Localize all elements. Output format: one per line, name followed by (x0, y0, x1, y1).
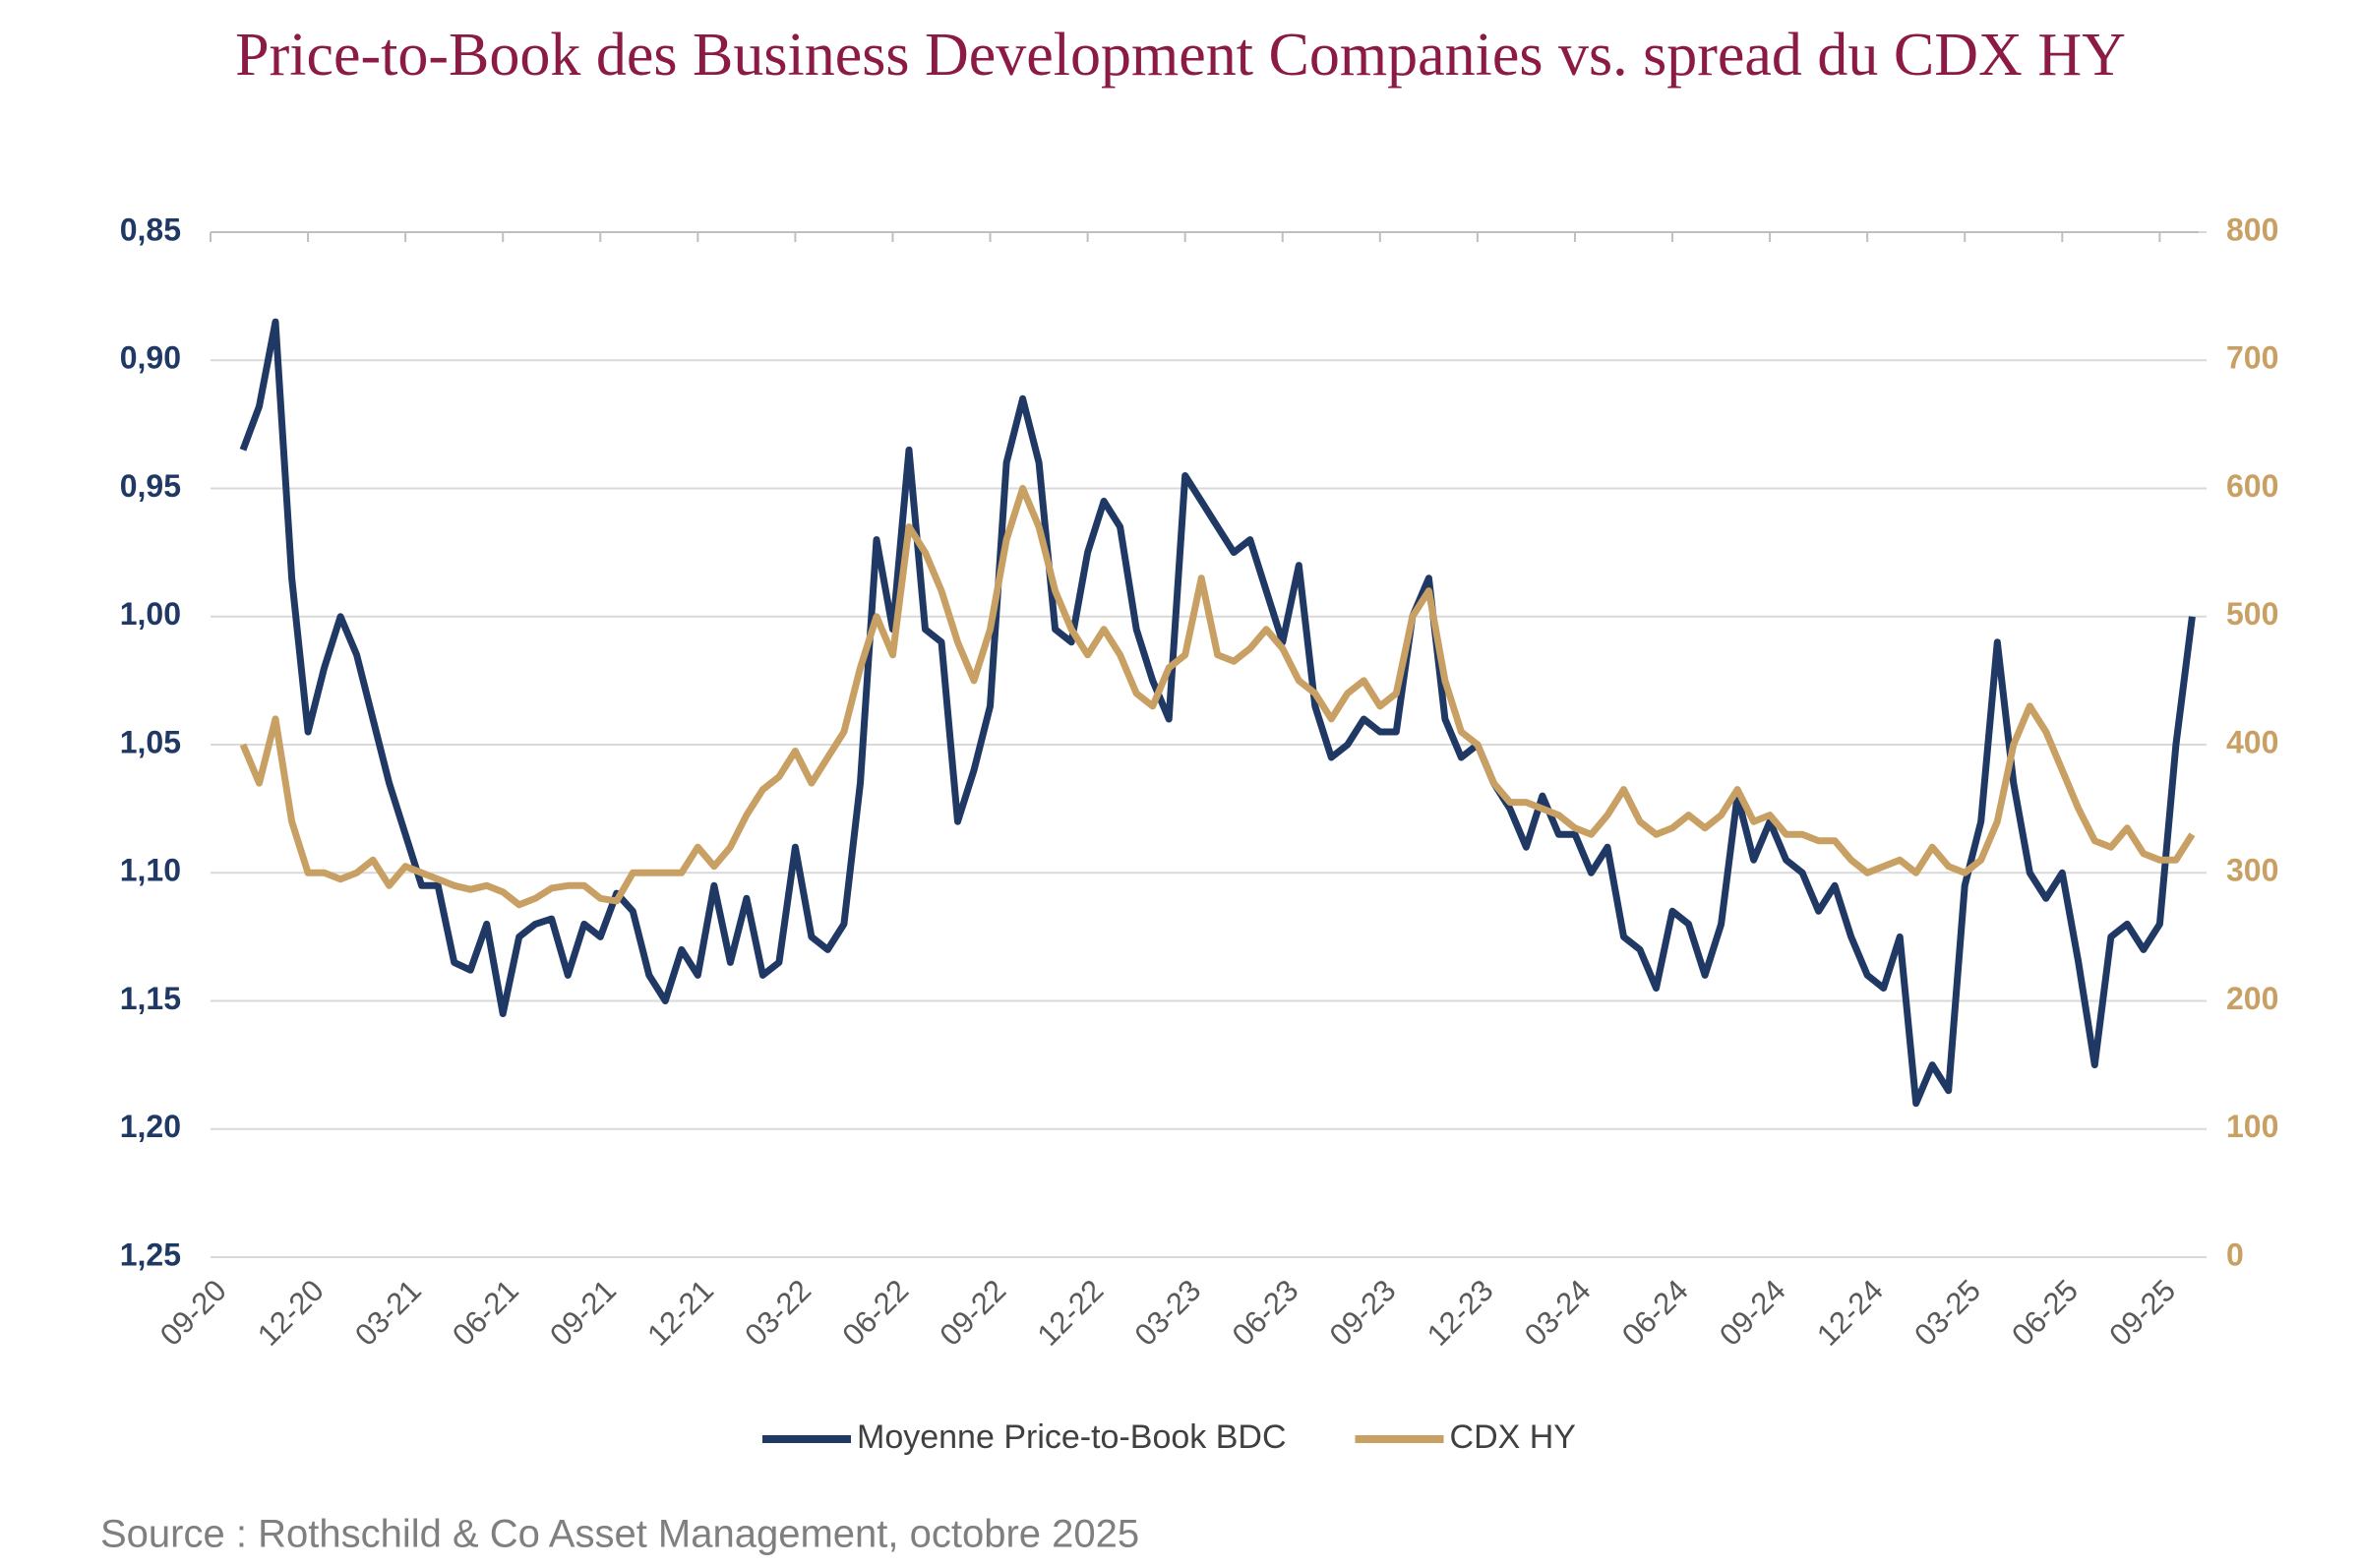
source-note: Source : Rothschild & Co Asset Managemen… (100, 1513, 1139, 1556)
x-tick-label: 06-24 (1615, 1273, 1695, 1353)
x-tick-label: 06-21 (446, 1273, 525, 1353)
y2-tick-label: 600 (2226, 468, 2278, 504)
y2-tick-label: 200 (2226, 981, 2278, 1016)
series-line (239, 485, 2196, 909)
y-tick-label: 1,05 (120, 724, 181, 759)
x-tick-label: 09-22 (933, 1273, 1012, 1353)
x-tick-label: 09-25 (2102, 1273, 2182, 1353)
y-tick-label: 1,00 (120, 596, 181, 632)
y-tick-label: 0,90 (120, 340, 181, 376)
y2-tick-label: 500 (2226, 596, 2278, 632)
y-tick-label: 1,25 (120, 1236, 181, 1272)
x-tick-label: 09-23 (1323, 1273, 1403, 1353)
x-tick-label: 12-20 (251, 1273, 331, 1353)
y2-tick-label: 100 (2226, 1109, 2278, 1144)
y2-tick-label: 300 (2226, 853, 2278, 888)
y2-tick-label: 800 (2226, 211, 2278, 247)
x-tick-label: 03-25 (1907, 1273, 1987, 1353)
y-tick-label: 1,20 (120, 1109, 181, 1144)
x-tick-label: 06-23 (1226, 1273, 1305, 1353)
legend-label: Moyenne Price-to-Book BDC (857, 1418, 1287, 1456)
y2-tick-label: 700 (2226, 340, 2278, 376)
chart-title: Price-to-Book des Business Development C… (235, 22, 2126, 89)
x-tick-label: 12-21 (640, 1273, 720, 1353)
x-tick-label: 06-22 (835, 1273, 915, 1353)
x-tick-label: 03-21 (348, 1273, 428, 1353)
x-tick-label: 09-24 (1713, 1273, 1792, 1353)
x-tick-label: 12-23 (1421, 1273, 1500, 1353)
x-tick-label: 03-24 (1518, 1273, 1598, 1353)
y-tick-label: 0,85 (120, 211, 181, 247)
x-tick-label: 06-25 (2005, 1273, 2085, 1353)
legend-label: CDX HY (1450, 1418, 1576, 1456)
x-tick-label: 12-22 (1031, 1273, 1111, 1353)
x-tick-label: 09-20 (153, 1273, 233, 1353)
y2-tick-label: 0 (2226, 1236, 2244, 1272)
y-tick-label: 0,95 (120, 468, 181, 504)
y2-tick-label: 400 (2226, 724, 2278, 759)
x-tick-label: 03-23 (1128, 1273, 1208, 1353)
x-tick-label: 03-22 (738, 1273, 817, 1353)
series-line (239, 318, 2196, 1108)
x-tick-label: 12-24 (1810, 1273, 1890, 1353)
x-tick-label: 09-21 (543, 1273, 623, 1353)
y-tick-label: 1,15 (120, 981, 181, 1016)
y-tick-label: 1,10 (120, 853, 181, 888)
